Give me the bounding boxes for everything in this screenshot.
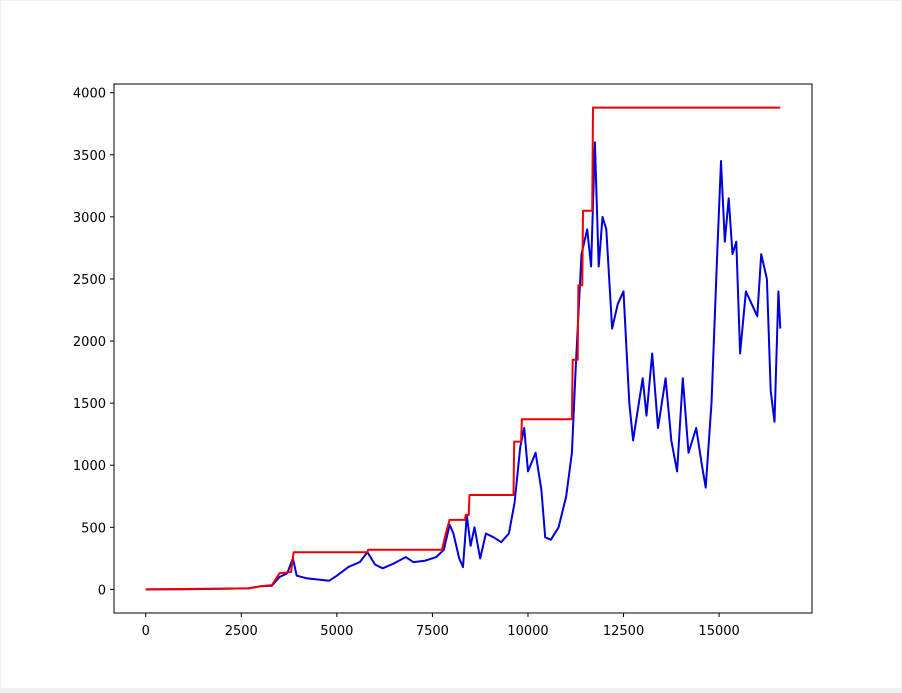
y-tick-label: 2500 <box>73 273 106 288</box>
y-tick-label: 1500 <box>73 397 106 412</box>
x-tick-label: 10000 <box>507 624 548 639</box>
x-tick-label: 12500 <box>603 624 644 639</box>
data-line <box>145 106 781 591</box>
x-tick-label: 15000 <box>698 624 739 639</box>
y-tick-label: 4000 <box>73 87 106 102</box>
y-tick-label: 1000 <box>73 459 106 474</box>
y-tick-label: 0 <box>98 583 106 598</box>
x-tick-label: 5000 <box>320 624 353 639</box>
data-line <box>145 141 782 591</box>
y-tick-label: 3000 <box>73 211 106 226</box>
y-tick-label: 2000 <box>73 335 106 350</box>
y-tick-label: 3500 <box>73 149 106 164</box>
y-tick-label: 500 <box>81 521 106 536</box>
plot-frame <box>113 83 813 614</box>
x-tick-label: 0 <box>142 624 150 639</box>
x-tick-label: 2500 <box>225 624 258 639</box>
x-tick-label: 7500 <box>416 624 449 639</box>
